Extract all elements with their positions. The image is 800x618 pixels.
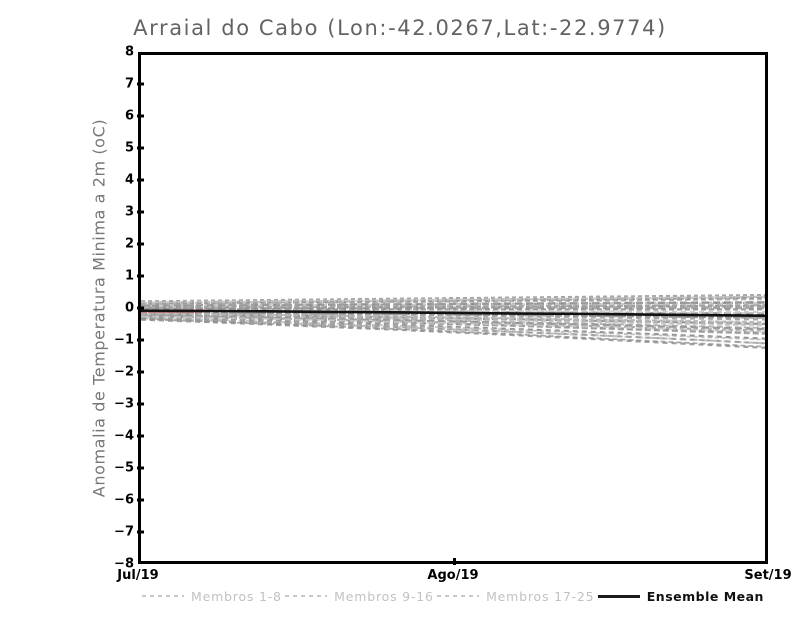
legend-item-label: Membros 9-16 (334, 588, 434, 604)
y-axis-tick-label: 7 (124, 76, 134, 92)
plot-lines-svg (141, 293, 765, 349)
legend-item-label: Ensemble Mean (646, 588, 764, 604)
chart-legend: Membros 1-8 Membros 9-16 Membros 17-25 Ense… (138, 586, 768, 606)
y-axis-tick-label: −4 (114, 428, 134, 444)
legend-line-sample (142, 594, 184, 598)
legend-line-sample (285, 594, 328, 598)
member-line-24-b (141, 317, 765, 345)
legend-item[interactable]: Membros 1-8 (142, 589, 282, 604)
y-axis-tick-label: 4 (124, 172, 134, 188)
x-axis-tick-label: Set/19 (744, 568, 792, 583)
y-axis-tick-label: 1 (124, 268, 134, 284)
member-line-19-b (141, 304, 765, 309)
member-line-23-b (141, 315, 765, 333)
legend-item-label: Membros 1-8 (191, 588, 282, 604)
plot-area (138, 52, 768, 564)
y-axis-tick-label: 8 (124, 44, 134, 60)
y-axis-tick-label: 3 (124, 204, 134, 220)
legend-line-sample (437, 594, 480, 598)
member-line-14-b (141, 313, 765, 329)
member-line-7-b (141, 315, 765, 335)
legend-item[interactable]: Membros 17-25 (437, 589, 594, 604)
legend-item-label: Membros 17-25 (486, 588, 595, 604)
y-axis-tick-label: −8 (114, 556, 134, 572)
member-line-21-b (141, 311, 765, 319)
member-line-11-b (141, 307, 765, 310)
legend-item[interactable]: Membros 9-16 (285, 589, 434, 604)
member-line-22-b (141, 312, 765, 324)
ensemble-mean-line (141, 309, 765, 318)
member-line-18-b (141, 301, 765, 307)
member-line-9-b (141, 302, 765, 307)
y-axis-tick-label: 6 (124, 108, 134, 124)
y-axis-tick-label: −5 (114, 460, 134, 476)
x-axis-tick-label: Jul/19 (117, 568, 159, 583)
y-axis-tick-label: −3 (114, 396, 134, 412)
y-axis-tick-label: −2 (114, 364, 134, 380)
y-axis-tick-label: −7 (114, 524, 134, 540)
member-line-8-b (141, 294, 765, 303)
member-line-16-b (141, 296, 765, 304)
y-axis-tick-label: 5 (124, 140, 134, 156)
chart-title: Arraial do Cabo (Lon:-42.0267,Lat:-22.97… (133, 16, 667, 40)
y-axis-tick-label: 2 (124, 236, 134, 252)
y-axis-title-container: Anomalia de Temperatura Minima a 2m (oC) (86, 52, 112, 564)
y-axis-tick-label: −6 (114, 492, 134, 508)
member-line-17-b (141, 296, 765, 305)
member-line-15-b (141, 316, 765, 341)
member-line-25-b (141, 318, 765, 348)
y-axis-tick-label: −1 (114, 332, 134, 348)
y-axis-title: Anomalia de Temperatura Minima a 2m (oC) (89, 118, 109, 498)
member-line-5-b (141, 311, 765, 321)
y-axis-tick-label: 0 (124, 300, 134, 316)
x-axis-tick-label: Ago/19 (427, 568, 479, 583)
legend-line-sample (597, 594, 640, 598)
member-line-24 (141, 317, 765, 345)
legend-item[interactable]: Ensemble Mean (597, 588, 764, 604)
